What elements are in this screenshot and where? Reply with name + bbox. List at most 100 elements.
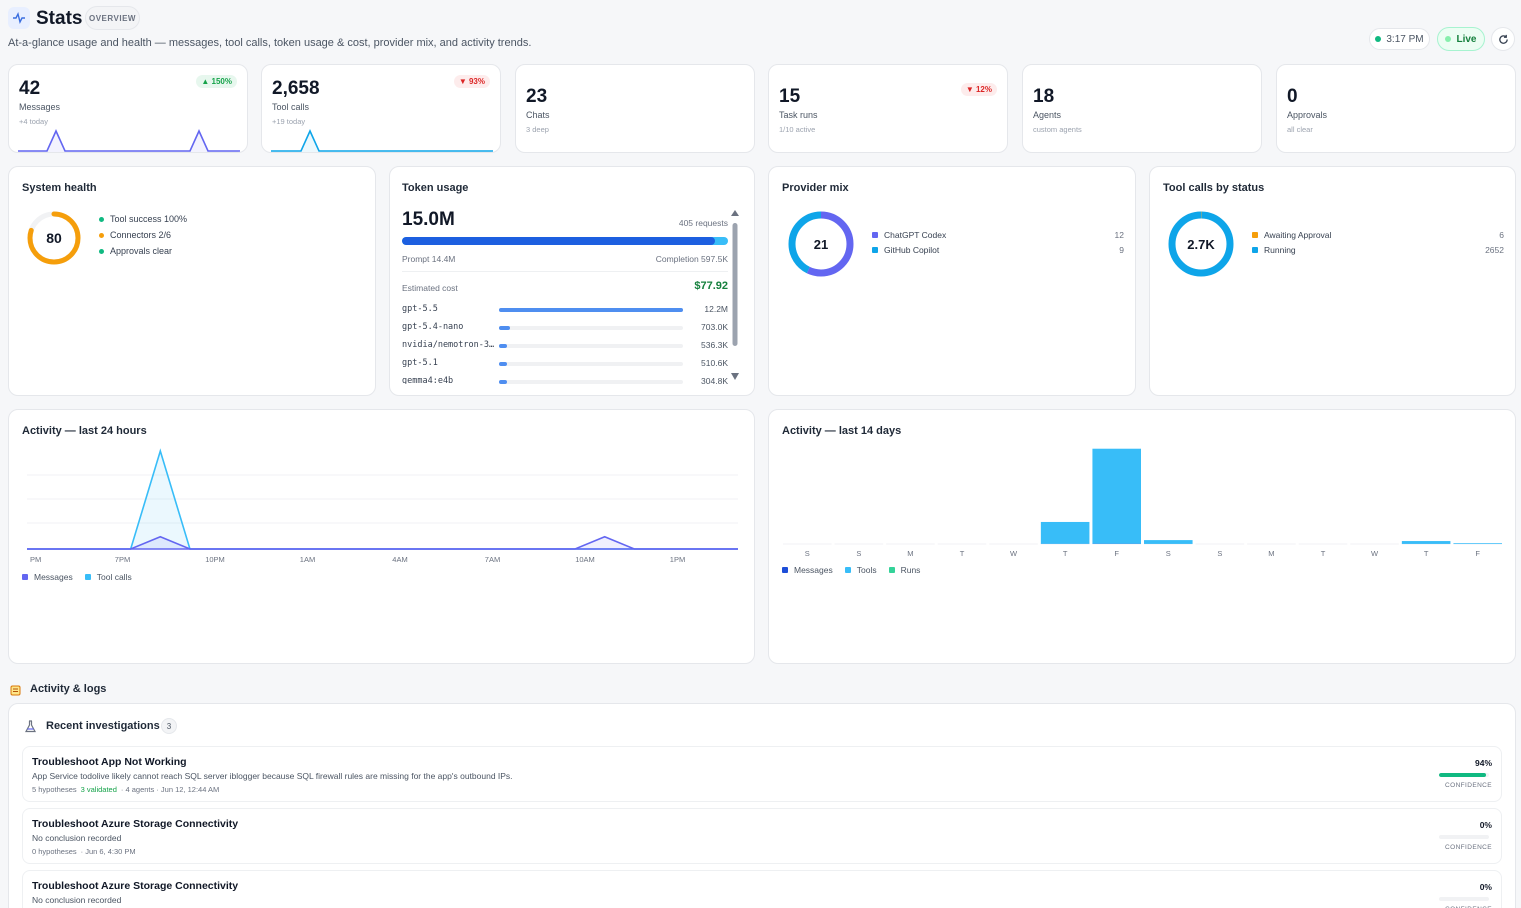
activity-24h-card: Activity — last 24 hours PM 7PM 10PM 1AM 4AM… [8,409,755,664]
stat-card-approvals[interactable]: 0 Approvals all clear [1276,64,1516,153]
stat-sub: 1/10 active [779,125,816,134]
bar-tools[interactable] [1401,541,1451,544]
model-row: gpt-5.1 510.6K [402,358,728,372]
live-toggle[interactable]: Live [1437,27,1485,51]
token-scrollbar[interactable] [731,209,739,381]
health-score: 80 [46,230,62,246]
system-health-card: System health 80 Tool success 100% Connec… [8,166,376,396]
stat-label: Tool calls [272,102,310,112]
legend-item: GitHub Copilot 9 [872,245,1124,255]
investigation-item[interactable]: Troubleshoot App Not Working App Service … [22,746,1502,802]
legend-label: ChatGPT Codex [884,230,947,240]
x-tick: T [960,549,965,558]
refresh-icon [1498,34,1508,44]
investigation-meta: 0 hypotheses · Jun 6, 4:30 PM [32,847,136,856]
stat-card-tool-calls[interactable]: 2,658 Tool calls +19 today ▼ 93% [261,64,501,153]
cost-value: $77.92 [694,280,728,292]
live-dot-icon [1445,36,1452,42]
legend-item[interactable]: Runs [888,565,921,575]
stat-card-chats[interactable]: 23 Chats 3 deep [515,64,755,153]
x-tick: PM [30,555,41,564]
legend-label: Running [1264,245,1296,255]
stat-sub: 3 deep [526,125,549,134]
sparkline-line [18,129,240,152]
investigation-item[interactable]: Troubleshoot Azure Storage Connectivity N… [22,808,1502,864]
health-item-label: Approvals clear [110,246,173,256]
model-name: nvidia/nemotron-3… [402,340,494,350]
area-messages [27,536,738,549]
bar-tools[interactable] [1092,448,1141,544]
stat-value: 15 [779,86,801,107]
stat-sub: custom agents [1033,125,1082,134]
sparkline-area [18,131,240,152]
investigation-desc: No conclusion recorded [32,833,122,843]
investigation-item[interactable]: Troubleshoot Azure Storage Connectivity N… [22,870,1502,908]
model-bar-fill [499,326,510,330]
confidence-label: CONFIDENCE [1445,906,1492,908]
stat-value: 0 [1287,86,1298,107]
overview-chip: OVERVIEW [85,6,140,30]
legend-item[interactable]: Tool calls [84,572,132,582]
model-bar-track [499,344,683,348]
hypotheses-count: 5 hypotheses [32,785,77,794]
bar-tools[interactable] [1144,540,1193,544]
health-item-label: Connectors 2/6 [110,230,172,240]
stat-card-task-runs[interactable]: 15 Task runs 1/10 active ▼ 12% [768,64,1008,153]
sparkline [18,129,240,152]
model-bar-fill [499,362,508,366]
refresh-button[interactable] [1491,27,1515,51]
legend-label: Runs [900,565,921,575]
health-item: Connectors 2/6 [99,230,187,240]
legend-value: 2652 [1485,245,1504,255]
provider-mix-card: Provider mix 21 ChatGPT Codex 12 GitHub Co… [768,166,1136,396]
tool-status-card: Tool calls by status 2.7K Awaiting Appro… [1149,166,1516,396]
x-tick: S [1217,549,1222,558]
legend-swatch [22,574,28,580]
health-status-dot [99,216,104,222]
confidence-label: CONFIDENCE [1445,844,1492,851]
activity-24h-legend: Messages Tool calls [22,572,132,582]
page-title: Stats [36,8,83,29]
stat-sub: all clear [1287,125,1313,134]
legend-swatch [888,567,895,573]
donut-total: 21 [814,237,828,252]
clock-status-icon [1375,36,1382,42]
health-gauge: 80 [27,211,81,265]
prompt-completion-bar [402,237,728,245]
health-status-dot [99,232,104,238]
donut-total: 2.7K [1187,237,1215,252]
bar-tools[interactable] [1040,521,1090,544]
stat-card-agents[interactable]: 18 Agents custom agents [1022,64,1262,153]
legend-item[interactable]: Messages [782,565,833,575]
investigation-title: Troubleshoot Azure Storage Connectivity [32,818,239,830]
recent-count-badge: 3 [161,718,177,734]
confidence-track [1439,897,1489,901]
donut-slice [1168,211,1234,277]
stats-logo-icon [8,7,30,29]
legend-item[interactable]: Messages [22,572,73,582]
stat-label: Agents [1033,110,1062,120]
x-tick: 10PM [205,555,225,564]
health-item-label: Tool success 100% [110,214,188,224]
bar-tools[interactable] [1453,543,1502,544]
clock-time: 3:17 PM [1386,33,1424,45]
confidence-value: 0% [1479,882,1492,892]
activity-24h-chart: PM 7PM 10PM 1AM 4AM 7AM 10AM 1PM [27,448,738,564]
recent-investigations-title: Recent investigations [46,720,160,732]
confidence-track [1439,773,1489,777]
x-tick: M [1268,549,1274,558]
stat-card-messages[interactable]: 42 Messages +4 today ▲ 150% [8,64,248,153]
confidence-fill [1439,773,1486,777]
model-bar-track [499,362,683,366]
model-value: 510.6K [701,358,728,368]
investigation-meta-detail: · Jun 6, 4:30 PM [80,847,136,856]
investigation-title: Troubleshoot App Not Working [32,756,187,768]
x-tick: T [1063,549,1068,558]
stat-label: Task runs [779,110,818,120]
provider-mix-title: Provider mix [782,182,849,194]
legend-left: GitHub Copilot [872,245,939,255]
stat-label: Messages [19,102,61,112]
health-item: Approvals clear [99,246,187,256]
legend-item[interactable]: Tools [844,565,877,575]
